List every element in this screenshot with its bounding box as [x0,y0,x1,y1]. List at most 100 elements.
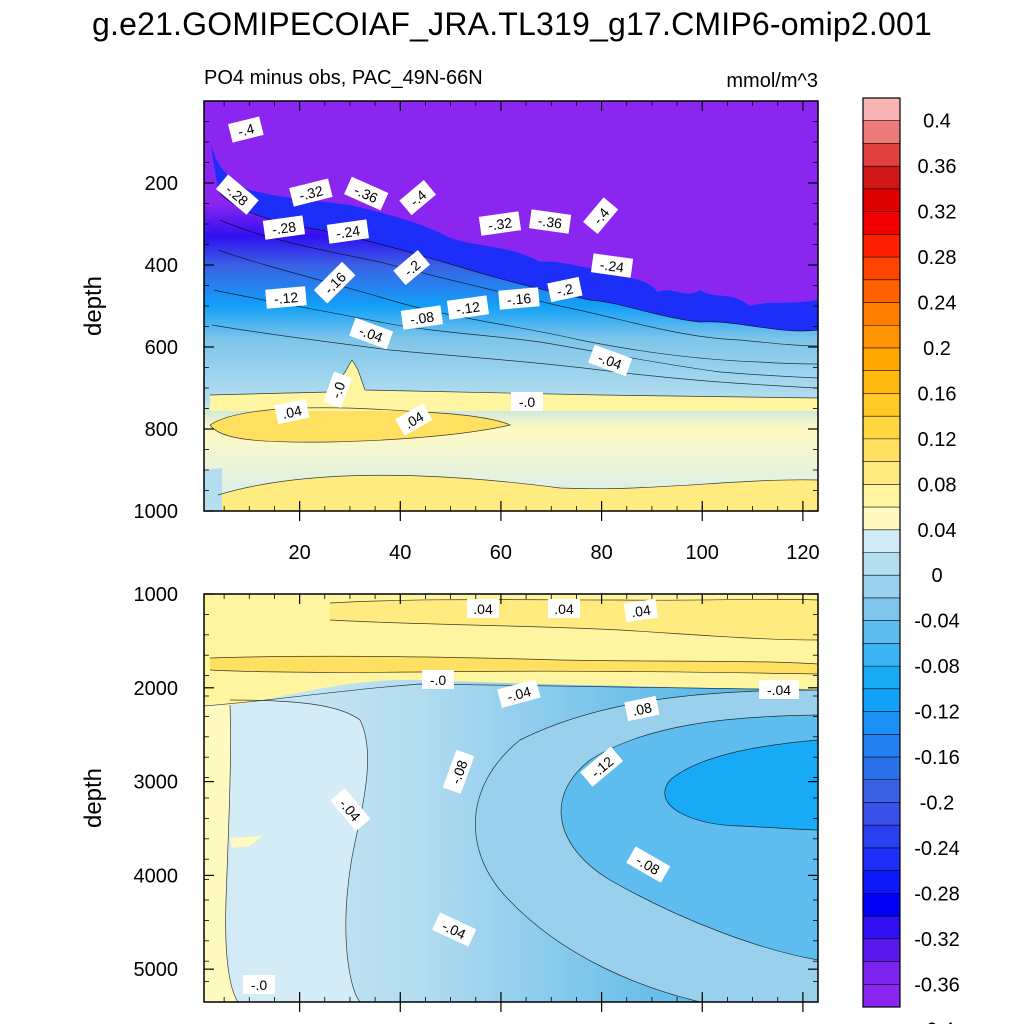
lower-contour-label-text: -.0 [430,672,447,688]
lower-contour-label-bg [497,679,541,708]
lower-small-patch [230,836,262,848]
upper-contour-label: -.32 [478,211,522,236]
lower-ytick-label: 4000 [134,865,179,887]
colorbar-label: 0.32 [918,202,957,224]
lower-contour-label: -.04 [497,679,541,708]
colorbar-segment [863,393,900,417]
upper-contour-label-text: -.32 [297,182,324,203]
lower-contour-label-bg [759,680,799,699]
upper-contour-label-text: -.36 [537,212,563,231]
upper-contour-label: -.4 [399,180,437,216]
upper-contour-label-text: -.0 [328,379,349,400]
upper-xtick-label: 20 [288,542,310,564]
upper-contour-label-bg [393,250,431,286]
colorbar: 0.4 0.36 0.32 0.28 0.24 0.2 0.16 0.12 0.08 0.04 0 -… [862,97,960,1024]
lower-contour-label-bg [580,746,624,787]
lower-ylabel: depth [80,768,107,828]
colorbar-segment [863,597,900,622]
upper-ytick-label: 600 [145,337,178,359]
lower-contour-label: -.04 [759,680,799,699]
upper-contour-label-text: -.28 [271,218,297,237]
colorbar-label: -0.16 [914,747,960,769]
chart-title: g.e21.GOMIPECOIAF_JRA.TL319_g17.CMIP6-om… [91,6,932,42]
upper-contour-label-text: -.16 [506,290,532,308]
colorbar-segment [863,143,900,167]
colorbar-label: 0.08 [918,474,957,496]
lower-contour-label: .04 [467,599,499,618]
colorbar-segment [863,916,900,940]
colorbar-segment [863,575,900,599]
lower-contour-label-bg [432,912,477,947]
upper-contour-label-text: -.0 [519,394,536,410]
colorbar-label: 0.16 [918,383,957,405]
colorbar-label: 0.4 [923,111,951,133]
upper-contour-label-bg [326,219,370,244]
lower-contour-label-bg [626,846,671,883]
lower-contour-label-text: .04 [630,602,652,621]
upper-ylabel: depth [80,276,107,336]
upper-contour-label: -.24 [590,253,634,278]
colorbar-segment [863,166,900,190]
upper-contour-label-bg [478,211,522,236]
lower-contour-label: .04 [548,599,580,618]
lower-core [664,740,818,830]
upper-contour-label-bg [588,344,633,377]
colorbar-segment [863,938,900,962]
upper-xtick-label: 60 [490,542,512,564]
colorbar-label: 0.24 [918,293,957,315]
upper-contour-label: -.12 [446,295,490,320]
lower-contour-label-text: .04 [554,601,574,617]
colorbar-label: 0.04 [918,520,957,542]
lower-contour-label-text: .08 [631,699,654,719]
colorbar-segment [863,825,900,849]
colorbar-segment [863,529,900,553]
colorbar-segment [863,961,900,985]
upper-contour-label-text: -.12 [273,289,299,307]
upper-contour-label-text: -.12 [455,298,481,317]
colorbar-label: 0 [931,565,942,587]
lower-contour-lines [204,598,818,1002]
upper-contour-label-bg [344,176,389,211]
upper-contour-label-text: -.24 [599,256,625,275]
upper-ytick-label: 800 [145,419,178,441]
colorbar-segment [863,257,900,281]
colorbar-segment [863,507,900,531]
colorbar-label: -0.12 [914,702,960,724]
upper-contour-label-bg [395,403,433,436]
colorbar-segment [863,120,900,144]
upper-contour-label: -.12 [265,286,307,309]
upper-contour-label-bg [323,371,352,409]
upper-ytick-label: 400 [145,255,178,277]
colorbar-segment [863,757,900,781]
lower-positive-lens-mid [210,656,818,674]
upper-contour-label: -.04 [588,344,633,377]
upper-contour-label-bg [590,253,634,278]
lower-y-axis: depth 1000 2000 3000 4000 5000 [80,584,818,1003]
upper-yellow-floor [218,475,818,511]
lower-contour-label-bg [624,695,660,722]
upper-contour-label-bg [528,209,572,234]
colorbar-segment [863,870,900,894]
upper-contour-label: -.0 [323,371,352,409]
upper-contour-label-text: .04 [281,402,304,422]
colorbar-frame [862,97,901,1008]
colorbar-segment [863,370,900,394]
upper-xtick-label: 80 [590,542,612,564]
upper-saturated-region [204,101,818,306]
colorbar-segment [863,302,900,326]
lower-contour-label: -.0 [422,670,454,689]
lower-y-ticks: 1000 2000 3000 4000 5000 [134,584,818,1003]
upper-contour-label: -.24 [326,219,370,244]
upper-contour-label-bg [265,286,307,309]
colorbar-segment [863,666,900,690]
colorbar-segment [863,438,900,462]
colorbar-segment [863,416,900,440]
upper-x-ticks: 20 40 60 80 100 120 [223,101,820,564]
upper-subtitle-right: mmol/m^3 [726,70,818,92]
upper-panel: PO4 minus obs, PAC_49N-66N mmol/m^3 [80,67,820,564]
upper-contour-label-bg [274,398,310,425]
upper-contour-label: -.36 [528,209,572,234]
upper-ytick-label: 200 [145,173,178,195]
upper-contour-label-bg [289,178,333,207]
lower-contour-label: -.08 [442,749,475,794]
